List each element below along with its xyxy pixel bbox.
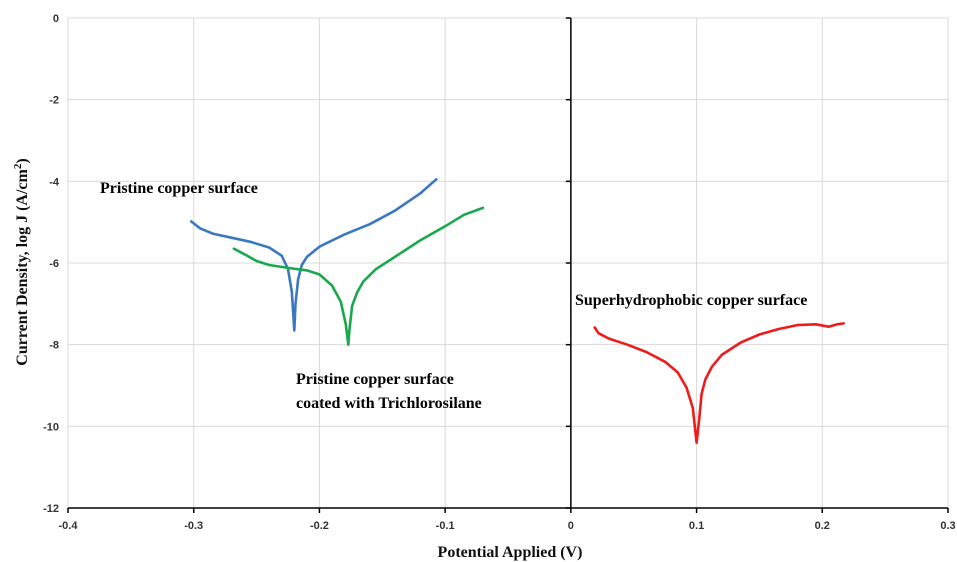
y-tick-label: -10 xyxy=(43,421,59,433)
y-tick-label: 0 xyxy=(53,13,59,25)
tick-labels: 0 -2 -4 -6 -8 -10 -12-0.4 -0.3 -0.2 -0.1 0 0.1 0.2 0.… xyxy=(43,13,956,532)
annotation-coated-line1: Pristine copper surface xyxy=(296,371,454,388)
annotation-superhydrophobic: Superhydrophobic copper surface xyxy=(575,292,807,309)
annotation-coated-line2: coated with Trichlorosilane xyxy=(296,395,482,412)
y-axis-title-close: ) xyxy=(14,158,31,163)
y-tick-label: -6 xyxy=(49,258,59,270)
x-tick-label: 0 xyxy=(568,520,574,532)
x-tick-label: 0.1 xyxy=(689,520,704,532)
x-tick-label: 0.3 xyxy=(940,520,955,532)
y-tick-label: -4 xyxy=(49,176,60,188)
y-axis-title: Current Density, log J (A/cm2) xyxy=(12,158,31,365)
y-axis-title-main: Current Density, log J (A/cm xyxy=(14,168,31,365)
x-tick-label: 0.2 xyxy=(815,520,830,532)
axes xyxy=(67,17,949,513)
x-tick-label: -0.3 xyxy=(184,520,203,532)
x-tick-label: -0.1 xyxy=(436,520,455,532)
grid xyxy=(67,17,949,508)
series-line-1 xyxy=(189,178,438,332)
y-tick-label: -2 xyxy=(49,95,59,107)
y-tick-label: -8 xyxy=(49,340,59,352)
series-line-3 xyxy=(593,322,846,445)
x-tick-label: -0.4 xyxy=(59,520,79,532)
series-lines xyxy=(189,178,846,445)
y-tick-label: -12 xyxy=(43,503,59,515)
annotation-pristine: Pristine copper surface xyxy=(100,180,258,197)
series-line-2 xyxy=(232,206,485,347)
x-axis-title: Potential Applied (V) xyxy=(438,544,583,561)
y-axis-title-sup: 2 xyxy=(12,163,24,169)
x-tick-label: -0.2 xyxy=(310,520,329,532)
